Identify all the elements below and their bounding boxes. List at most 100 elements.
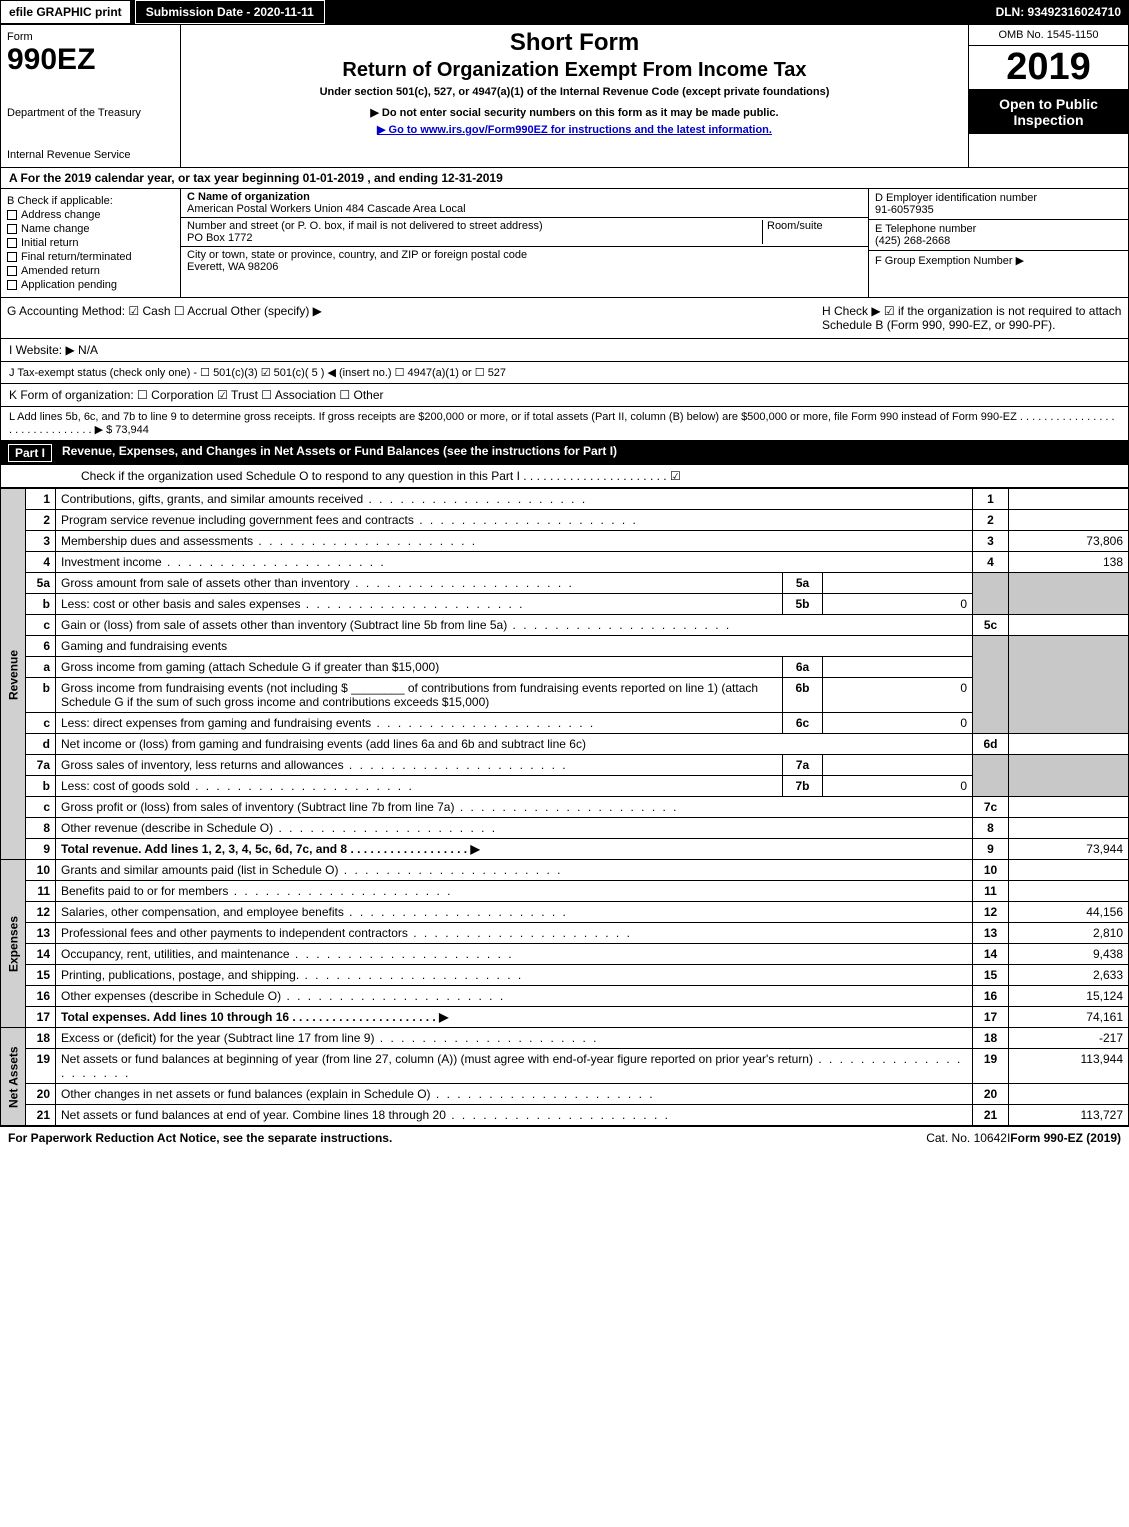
subval-5a bbox=[823, 573, 973, 594]
row-i-website: I Website: ▶ N/A bbox=[0, 339, 1129, 362]
ln-8: 8 bbox=[26, 818, 56, 839]
open-line1: Open to Public bbox=[973, 96, 1124, 112]
numcol-4: 4 bbox=[973, 552, 1009, 573]
numcol-17: 17 bbox=[973, 1007, 1009, 1028]
desc-7a: Gross sales of inventory, less returns a… bbox=[56, 755, 783, 776]
ln-20: 20 bbox=[26, 1084, 56, 1105]
numcol-13: 13 bbox=[973, 923, 1009, 944]
numcol-3: 3 bbox=[973, 531, 1009, 552]
chk-name-change[interactable]: Name change bbox=[7, 223, 174, 235]
val-11 bbox=[1009, 881, 1129, 902]
val-15: 2,633 bbox=[1009, 965, 1129, 986]
cat-no: Cat. No. 10642I bbox=[926, 1131, 1010, 1145]
desc-5a: Gross amount from sale of assets other t… bbox=[56, 573, 783, 594]
efile-print-button[interactable]: efile GRAPHIC print bbox=[0, 0, 131, 24]
val-20 bbox=[1009, 1084, 1129, 1105]
section-gh: G Accounting Method: ☑ Cash ☐ Accrual Ot… bbox=[0, 298, 1129, 339]
ln-2: 2 bbox=[26, 510, 56, 531]
subval-7a bbox=[823, 755, 973, 776]
val-6d bbox=[1009, 734, 1129, 755]
accounting-method: G Accounting Method: ☑ Cash ☐ Accrual Ot… bbox=[7, 304, 822, 332]
desc-21: Net assets or fund balances at end of ye… bbox=[56, 1105, 973, 1126]
ln-7a: 7a bbox=[26, 755, 56, 776]
val-12: 44,156 bbox=[1009, 902, 1129, 923]
numcol-8: 8 bbox=[973, 818, 1009, 839]
val-19: 113,944 bbox=[1009, 1049, 1129, 1084]
return-title: Return of Organization Exempt From Incom… bbox=[189, 59, 960, 82]
val-16: 15,124 bbox=[1009, 986, 1129, 1007]
sub-6b: 6b bbox=[783, 678, 823, 713]
ln-6c: c bbox=[26, 713, 56, 734]
page-footer: For Paperwork Reduction Act Notice, see … bbox=[0, 1126, 1129, 1149]
subval-5b: 0 bbox=[823, 594, 973, 615]
box-def: D Employer identification number 91-6057… bbox=[868, 189, 1128, 297]
ln-1: 1 bbox=[26, 489, 56, 510]
numcol-1: 1 bbox=[973, 489, 1009, 510]
chk-amended-return[interactable]: Amended return bbox=[7, 265, 174, 277]
val-10 bbox=[1009, 860, 1129, 881]
tel-value: (425) 268-2668 bbox=[875, 235, 950, 247]
val-21: 113,727 bbox=[1009, 1105, 1129, 1126]
chk-application-pending[interactable]: Application pending bbox=[7, 279, 174, 291]
grey-5ab bbox=[973, 573, 1009, 615]
numcol-11: 11 bbox=[973, 881, 1009, 902]
submission-date: Submission Date - 2020-11-11 bbox=[135, 0, 325, 24]
desc-6b: Gross income from fundraising events (no… bbox=[56, 678, 783, 713]
val-3: 73,806 bbox=[1009, 531, 1129, 552]
irs-label: Internal Revenue Service bbox=[7, 149, 174, 161]
val-5c bbox=[1009, 615, 1129, 636]
chk-final-return[interactable]: Final return/terminated bbox=[7, 251, 174, 263]
greyval-5ab bbox=[1009, 573, 1129, 615]
ln-19: 19 bbox=[26, 1049, 56, 1084]
desc-1: Contributions, gifts, grants, and simila… bbox=[56, 489, 973, 510]
ein-value: 91-6057935 bbox=[875, 204, 934, 216]
numcol-15: 15 bbox=[973, 965, 1009, 986]
room-suite: Room/suite bbox=[762, 220, 862, 244]
numcol-6d: 6d bbox=[973, 734, 1009, 755]
val-18: -217 bbox=[1009, 1028, 1129, 1049]
ln-11: 11 bbox=[26, 881, 56, 902]
ln-15: 15 bbox=[26, 965, 56, 986]
numcol-10: 10 bbox=[973, 860, 1009, 881]
row-a-tax-year: A For the 2019 calendar year, or tax yea… bbox=[0, 168, 1129, 189]
val-9: 73,944 bbox=[1009, 839, 1129, 860]
chk-address-change[interactable]: Address change bbox=[7, 209, 174, 221]
sub-6c: 6c bbox=[783, 713, 823, 734]
city-value: Everett, WA 98206 bbox=[187, 261, 278, 273]
ln-7b: b bbox=[26, 776, 56, 797]
greyval-7ab bbox=[1009, 755, 1129, 797]
part1-table: Revenue 1 Contributions, gifts, grants, … bbox=[0, 488, 1129, 1126]
goto-link[interactable]: ▶ Go to www.irs.gov/Form990EZ for instru… bbox=[189, 123, 960, 136]
numcol-21: 21 bbox=[973, 1105, 1009, 1126]
form-ref: Form 990-EZ (2019) bbox=[1010, 1131, 1121, 1145]
desc-14: Occupancy, rent, utilities, and maintena… bbox=[56, 944, 973, 965]
addr-label: Number and street (or P. O. box, if mail… bbox=[187, 220, 543, 232]
desc-17: Total expenses. Add lines 10 through 16 … bbox=[56, 1007, 973, 1028]
desc-5c: Gain or (loss) from sale of assets other… bbox=[56, 615, 973, 636]
numcol-16: 16 bbox=[973, 986, 1009, 1007]
desc-4: Investment income bbox=[56, 552, 973, 573]
chk-initial-return[interactable]: Initial return bbox=[7, 237, 174, 249]
desc-10: Grants and similar amounts paid (list in… bbox=[56, 860, 973, 881]
tel-label: E Telephone number bbox=[875, 223, 976, 235]
ein-block: D Employer identification number 91-6057… bbox=[869, 189, 1128, 220]
under-section: Under section 501(c), 527, or 4947(a)(1)… bbox=[189, 86, 960, 98]
ein-label: D Employer identification number bbox=[875, 192, 1037, 204]
val-14: 9,438 bbox=[1009, 944, 1129, 965]
top-bar: efile GRAPHIC print Submission Date - 20… bbox=[0, 0, 1129, 24]
ln-10: 10 bbox=[26, 860, 56, 881]
part1-title: Revenue, Expenses, and Changes in Net As… bbox=[62, 444, 617, 462]
numcol-20: 20 bbox=[973, 1084, 1009, 1105]
header-center: Short Form Return of Organization Exempt… bbox=[181, 25, 968, 167]
tax-year: 2019 bbox=[969, 46, 1128, 90]
desc-9: Total revenue. Add lines 1, 2, 3, 4, 5c,… bbox=[56, 839, 973, 860]
irs-link[interactable]: ▶ Go to www.irs.gov/Form990EZ for instru… bbox=[377, 124, 772, 136]
numcol-12: 12 bbox=[973, 902, 1009, 923]
numcol-19: 19 bbox=[973, 1049, 1009, 1084]
part1-header: Part I Revenue, Expenses, and Changes in… bbox=[0, 441, 1129, 465]
org-name: American Postal Workers Union 484 Cascad… bbox=[187, 203, 466, 215]
form-number: 990EZ bbox=[7, 43, 174, 77]
schedule-b-check: H Check ▶ ☑ if the organization is not r… bbox=[822, 304, 1122, 332]
ln-18: 18 bbox=[26, 1028, 56, 1049]
header-left: Form 990EZ Department of the Treasury In… bbox=[1, 25, 181, 167]
